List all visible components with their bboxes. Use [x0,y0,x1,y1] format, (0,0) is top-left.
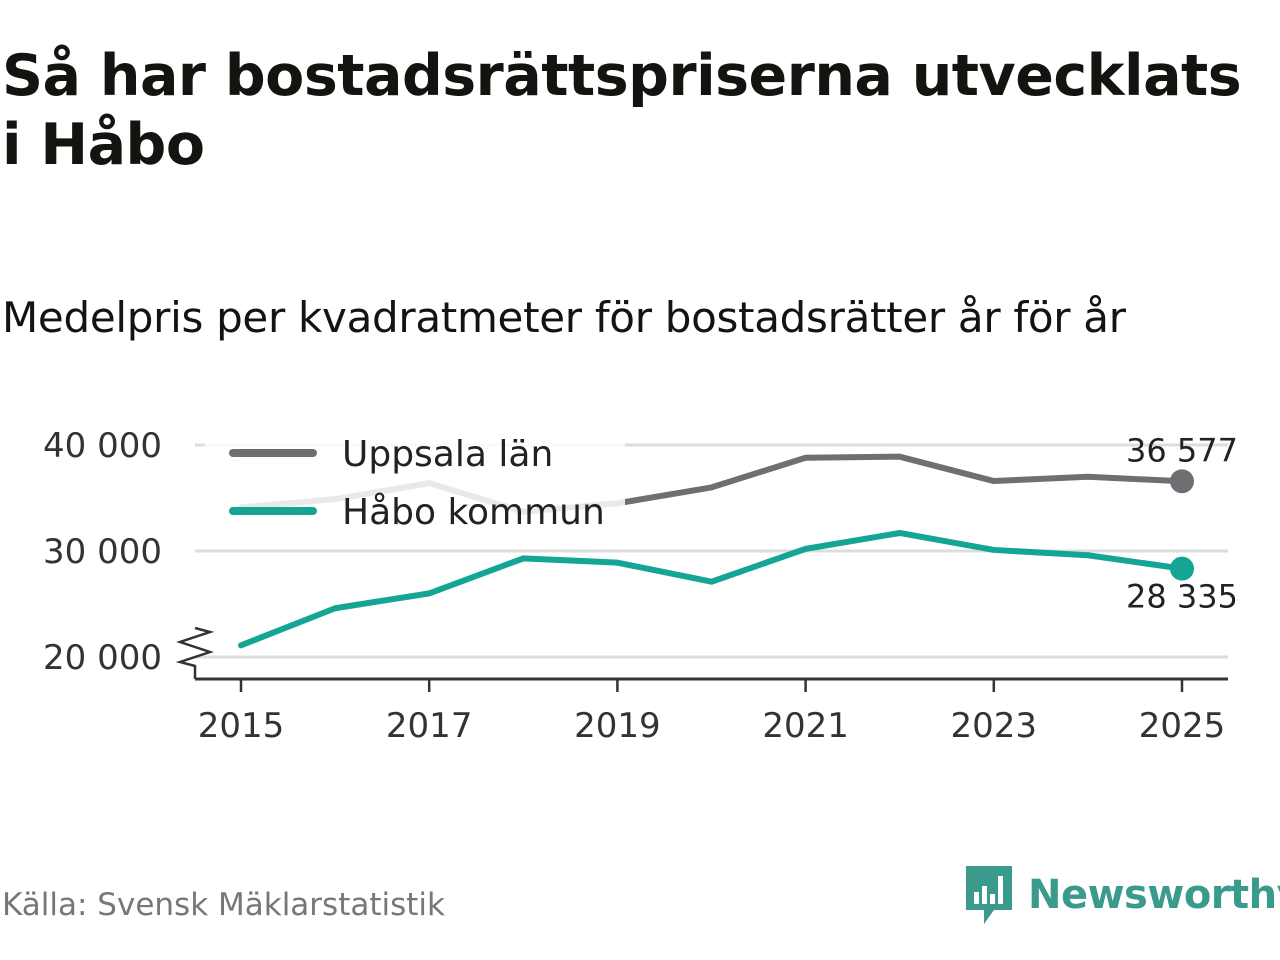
series-line-habo-kommun [238,529,1185,649]
bar-chart-speech-bubble-icon [966,866,1012,924]
brand-logo: Newsworthy [964,864,1280,926]
y-tick-label: 40 000 [43,426,162,466]
end-point [1170,556,1194,581]
end-value-label: 36 577 [1126,431,1238,469]
x-tick-label: 2025 [1139,706,1226,746]
end-value-label: 28 335 [1126,578,1238,616]
y-tick-label: 20 000 [43,638,162,678]
chart-title: Så har bostadsrättspriserna utvecklats i… [2,43,1242,178]
data-labels: 36 577 28 335 [1126,431,1238,615]
legend-background [205,428,625,548]
legend-label: Uppsala län [342,434,553,475]
x-tick-label: 2023 [951,706,1038,746]
x-tick-label: 2019 [574,706,661,746]
end-point [1170,469,1194,494]
y-tick-label: 30 000 [43,532,162,572]
source-note: Källa: Svensk Mäklarstatistik [2,887,445,923]
axes: 20 000 30 000 40 000 2015 2017 2019 2021 2023 20… [43,426,1228,746]
chart-subtitle: Medelpris per kvadratmeter för bostadsrä… [2,293,1126,342]
y-axis-break-icon [175,626,215,679]
legend: Uppsala län Håbo kommun [205,428,625,548]
line-chart: 20 000 30 000 40 000 2015 2017 2019 2021 2023 20… [43,426,1238,746]
brand-name: Newsworthy [1028,872,1280,918]
x-tick-label: 2021 [762,706,849,746]
x-tick-label: 2015 [198,706,285,746]
legend-label: Håbo kommun [342,492,605,533]
x-tick-label: 2017 [386,706,473,746]
